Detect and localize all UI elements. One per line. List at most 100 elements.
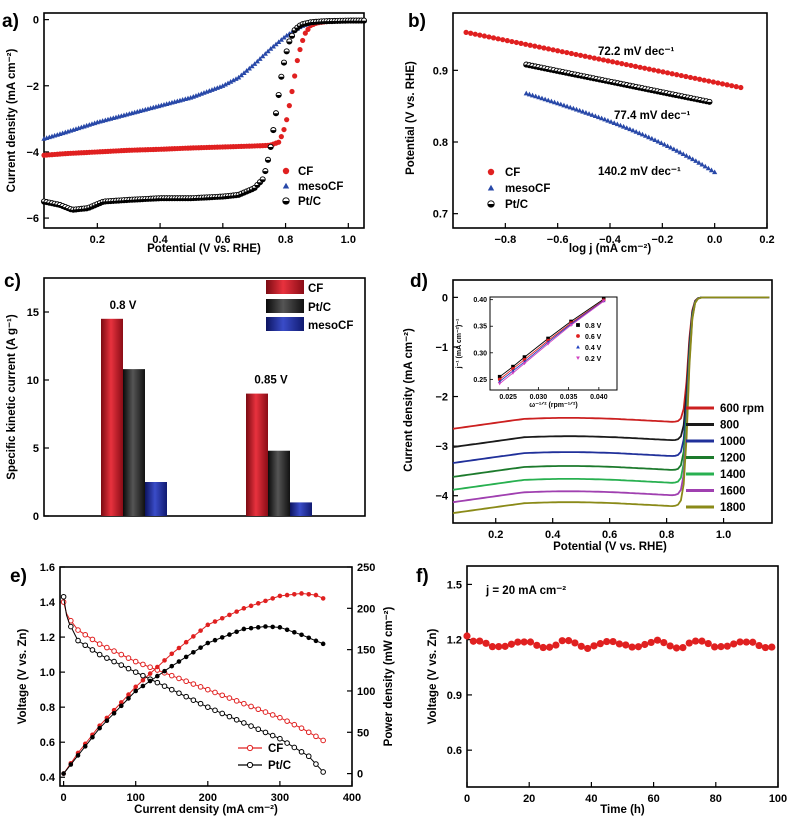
data-point [589, 112, 595, 117]
y-tick-label: 1.2 [447, 635, 462, 647]
y-tick-label: 0 [33, 511, 39, 523]
inset-point [546, 336, 550, 341]
data-point [691, 637, 700, 645]
y2-axis-label: Power density (mW cm⁻²) [383, 607, 395, 747]
data-point [582, 53, 588, 59]
data-point [622, 641, 630, 649]
data-point [587, 54, 593, 60]
data-point [302, 30, 308, 36]
data-point [595, 114, 602, 120]
data-point [222, 81, 228, 87]
data-point [276, 139, 282, 145]
data-point [660, 638, 668, 647]
data-point [642, 133, 649, 138]
x-tick-label: 400 [343, 792, 361, 804]
legend-label: Pt/C [308, 302, 331, 314]
data-point [723, 642, 731, 650]
legend-label: 800 [720, 420, 739, 432]
data-point [248, 603, 254, 609]
inset-point [601, 299, 606, 304]
data-point-fill [260, 179, 266, 182]
data-point [154, 679, 161, 686]
x-axis-label: Current density (mA cm⁻²) [134, 804, 278, 816]
data-point [298, 725, 305, 731]
inset-legend-label: 0.8 V [585, 323, 602, 330]
data-point [671, 146, 677, 152]
data-point [270, 624, 275, 630]
data-point [197, 684, 204, 690]
data-point [118, 703, 124, 709]
series-CF-left [60, 599, 326, 744]
data-point [82, 631, 89, 638]
data-point [219, 615, 225, 621]
data-point [550, 47, 556, 53]
y-tick-label: 10 [27, 375, 39, 387]
data-point [600, 57, 607, 63]
data-point [567, 104, 573, 110]
curve [63, 601, 324, 741]
y-tick-label: 15 [27, 307, 39, 319]
data-point [632, 63, 639, 69]
panel-label: e) [10, 566, 27, 587]
data-point [614, 121, 620, 127]
plot-frame [43, 277, 366, 517]
inset-x-tick-label: 0.030 [530, 394, 548, 401]
data-point [660, 69, 666, 75]
legend-label: 1600 [720, 486, 746, 498]
bar-mesoCF [145, 482, 167, 516]
series-1800 [452, 296, 770, 514]
x-tick-label: 0.6 [602, 529, 617, 541]
data-point [111, 648, 117, 654]
data-point [75, 637, 81, 644]
data-point [297, 46, 303, 53]
data-point [132, 669, 139, 675]
data-point [559, 49, 565, 55]
data-point-fill [268, 146, 274, 150]
data-point [281, 34, 287, 40]
data-point [536, 44, 542, 50]
data-point [628, 643, 636, 651]
data-point [702, 163, 708, 169]
data-point [60, 599, 67, 605]
inset-point [569, 323, 573, 327]
inset-legend-label: 0.4 V [585, 345, 602, 352]
data-point [678, 72, 684, 79]
x-tick-label: −0.4 [599, 234, 622, 246]
data-point [658, 140, 664, 145]
data-point [577, 107, 583, 113]
data-point [313, 733, 319, 740]
data-point [683, 73, 689, 80]
data-point [693, 158, 699, 163]
inset-fit-0.4 V [499, 300, 604, 382]
data-point [191, 649, 196, 655]
x-tick-label: 0.6 [215, 234, 230, 246]
data-point [263, 598, 268, 604]
data-point [619, 61, 625, 67]
data-point [463, 632, 471, 640]
y-tick-label: 1.0 [40, 667, 55, 679]
series-Pt/C [40, 17, 368, 213]
x-tick-label: 0 [464, 793, 470, 805]
data-point [651, 67, 657, 73]
y-axis-label: Potential (V vs. RHE) [405, 61, 417, 175]
data-point [82, 642, 89, 649]
x-tick-label: −0.2 [651, 234, 673, 246]
data-point [558, 101, 564, 107]
data-point [176, 645, 182, 651]
data-point [305, 753, 312, 760]
x-tick-label: 300 [271, 792, 289, 804]
data-point [685, 639, 693, 647]
inset-y-tick-label: 0.30 [473, 350, 487, 357]
data-point [278, 37, 284, 42]
inset-x-tick-label: 0.025 [499, 394, 517, 401]
data-point [605, 117, 611, 123]
y-tick-label: 1.4 [40, 597, 56, 609]
y-tick-label: 1.5 [447, 579, 462, 591]
data-point [269, 732, 276, 739]
plot-frame [43, 12, 365, 229]
data-point [469, 637, 477, 645]
x-tick-label: 80 [710, 793, 722, 805]
legend-swatch [266, 317, 304, 331]
legend-label: Pt/C [505, 199, 528, 211]
data-point [140, 683, 146, 689]
